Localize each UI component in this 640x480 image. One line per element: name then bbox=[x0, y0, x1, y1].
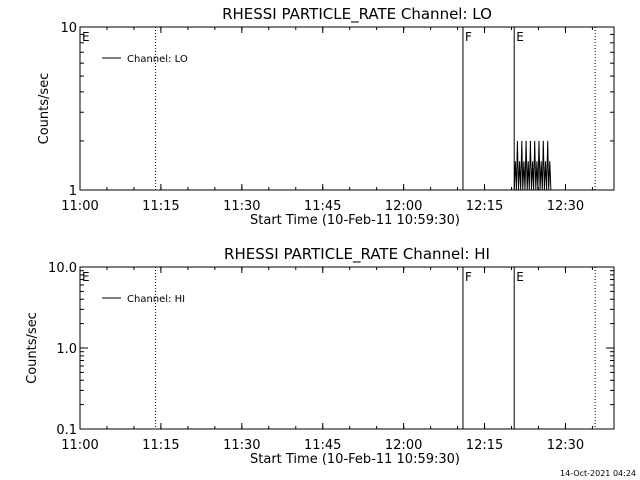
x-tick-label: 12:15 bbox=[466, 199, 503, 214]
y-tick-label: 0.1 bbox=[56, 423, 77, 438]
flag-label: E bbox=[516, 30, 524, 44]
x-tick-label: 11:15 bbox=[142, 199, 179, 214]
y-axis-label: Counts/sec bbox=[37, 73, 52, 145]
chart-panel-1: RHESSI PARTICLE_RATE Channel: LO 11:00 11:… bbox=[37, 5, 615, 228]
flag-label: E bbox=[82, 30, 90, 44]
x-axis-label: Start Time (10-Feb-11 10:59:30) bbox=[250, 452, 460, 467]
y-tick-label: 10.0 bbox=[48, 261, 77, 276]
chart-panel-2: RHESSI PARTICLE_RATE Channel: HI 11:00 11:… bbox=[25, 245, 615, 467]
x-tick-label: 11:30 bbox=[223, 438, 260, 453]
chart-title: RHESSI PARTICLE_RATE Channel: LO bbox=[222, 5, 492, 24]
x-tick-label: 11:00 bbox=[61, 199, 98, 214]
y-axis-label: Counts/sec bbox=[25, 312, 40, 384]
x-tick-label: 12:30 bbox=[547, 438, 584, 453]
legend-entry: Channel: LO bbox=[127, 54, 188, 65]
y-tick-label: 10 bbox=[60, 21, 77, 36]
plot-timestamp: 14-Oct-2021 04:24 bbox=[560, 469, 636, 478]
x-tick-label: 11:00 bbox=[61, 438, 98, 453]
flag-label: E bbox=[516, 270, 524, 284]
y-tick-label: 1 bbox=[69, 184, 77, 199]
data-series-line bbox=[513, 140, 552, 191]
flag-label: F bbox=[465, 30, 472, 44]
y-tick-label: 1.0 bbox=[56, 342, 77, 357]
x-tick-label: 12:15 bbox=[466, 438, 503, 453]
chart-title: RHESSI PARTICLE_RATE Channel: HI bbox=[224, 245, 490, 264]
plot-frame bbox=[79, 266, 615, 430]
x-tick-label: 12:00 bbox=[385, 438, 422, 453]
x-axis-label: Start Time (10-Feb-11 10:59:30) bbox=[250, 213, 460, 228]
x-tick-label: 11:45 bbox=[304, 438, 341, 453]
legend-entry: Channel: HI bbox=[127, 294, 185, 305]
flag-label: F bbox=[465, 270, 472, 284]
flag-label: E bbox=[82, 270, 90, 284]
x-tick-label: 12:30 bbox=[547, 199, 584, 214]
x-tick-label: 11:15 bbox=[142, 438, 179, 453]
x-tick-label: 11:45 bbox=[304, 199, 341, 214]
x-tick-label: 12:00 bbox=[385, 199, 422, 214]
x-tick-label: 11:30 bbox=[223, 199, 260, 214]
